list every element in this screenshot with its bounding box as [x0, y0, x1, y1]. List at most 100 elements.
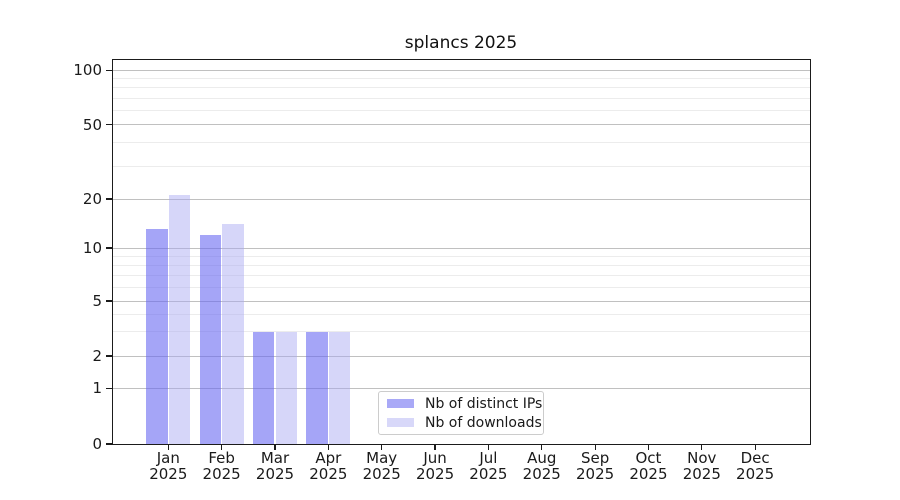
- x-tick-month: Apr: [315, 449, 342, 467]
- gridline-minor: [113, 286, 810, 288]
- bar-distinct-ips-jan: [146, 229, 168, 444]
- x-tick-month: May: [366, 449, 398, 467]
- x-tick: [594, 445, 596, 450]
- legend-swatch-distinct-ips-icon: [387, 399, 414, 408]
- bar-downloads-mar: [275, 331, 297, 444]
- x-tick: [221, 445, 223, 450]
- gridline-major: [113, 355, 810, 357]
- y-tick: [106, 198, 112, 200]
- x-tick-label-nov: Nov 2025: [674, 450, 730, 482]
- x-tick-month: Oct: [635, 449, 662, 467]
- y-tick-label-5: 5: [92, 291, 102, 310]
- gridline-major: [113, 124, 810, 126]
- bar-distinct-ips-apr: [306, 331, 328, 444]
- x-tick-year: 2025: [202, 465, 241, 483]
- x-tick: [274, 445, 276, 450]
- chart-title: splancs 2025: [404, 33, 518, 53]
- x-tick-month: Dec: [740, 449, 770, 467]
- y-tick: [106, 443, 112, 445]
- y-tick: [106, 69, 112, 71]
- x-tick: [541, 445, 543, 450]
- x-tick-label-feb: Feb 2025: [194, 450, 250, 482]
- gridline-minor: [113, 313, 810, 315]
- x-tick-year: 2025: [682, 465, 721, 483]
- gridline-major: [113, 300, 810, 302]
- bar-distinct-ips-feb: [199, 235, 222, 444]
- x-tick-label-jul: Jul 2025: [460, 450, 516, 482]
- y-tick-label-1: 1: [92, 379, 102, 398]
- legend-item: Nb of downloads: [379, 413, 543, 432]
- gridline-minor: [113, 274, 810, 276]
- x-tick: [327, 445, 329, 450]
- x-tick-year: 2025: [629, 465, 668, 483]
- y-tick: [106, 247, 112, 249]
- gridline-minor: [113, 87, 810, 89]
- gridline-minor: [113, 109, 810, 111]
- x-tick: [754, 445, 756, 450]
- bar-distinct-ips-mar: [253, 331, 275, 444]
- x-tick-month: Jun: [423, 449, 447, 467]
- gridline-major: [113, 247, 810, 249]
- y-tick: [106, 387, 112, 389]
- x-tick: [487, 445, 489, 450]
- x-tick-year: 2025: [309, 465, 348, 483]
- x-tick: [167, 445, 169, 450]
- x-tick-month: Jan: [156, 449, 180, 467]
- legend-label-distinct-ips: Nb of distinct IPs: [425, 395, 543, 412]
- gridline-major: [113, 387, 810, 389]
- legend-label-downloads: Nb of downloads: [425, 414, 542, 431]
- y-tick-label-2: 2: [92, 346, 102, 365]
- x-tick-year: 2025: [576, 465, 615, 483]
- x-tick-year: 2025: [149, 465, 188, 483]
- plot-area: [112, 59, 811, 445]
- x-tick-label-aug: Aug 2025: [514, 450, 570, 482]
- x-tick-month: Feb: [208, 449, 235, 467]
- x-tick: [381, 445, 383, 450]
- x-tick-month: Sep: [580, 449, 610, 467]
- legend-item: Nb of distinct IPs: [379, 394, 543, 413]
- x-tick-month: Mar: [260, 449, 290, 467]
- x-tick: [647, 445, 650, 450]
- x-tick-month: Nov: [687, 449, 717, 467]
- x-tick: [434, 445, 436, 450]
- y-tick-label-20: 20: [82, 190, 102, 208]
- x-tick-label-jun: Jun 2025: [407, 450, 463, 482]
- y-tick: [106, 300, 112, 302]
- x-tick: [701, 445, 703, 450]
- bar-downloads-jan: [168, 195, 191, 444]
- x-tick-label-may: May 2025: [354, 450, 410, 482]
- y-tick-label-0: 0: [92, 435, 102, 453]
- x-tick-month: Aug: [527, 449, 557, 467]
- gridline-minor: [113, 142, 810, 144]
- x-tick-year: 2025: [469, 465, 508, 483]
- x-tick-label-dec: Dec 2025: [727, 450, 783, 482]
- x-tick-label-sep: Sep 2025: [567, 450, 623, 482]
- y-tick-label-50: 50: [82, 115, 102, 134]
- y-tick: [106, 124, 112, 126]
- y-tick-label-10: 10: [82, 239, 102, 257]
- x-tick-month: Jul: [479, 449, 498, 467]
- bar-downloads-apr: [328, 331, 351, 444]
- gridline-major: [113, 198, 810, 200]
- x-tick-year: 2025: [362, 465, 401, 483]
- gridline-minor: [113, 255, 810, 257]
- gridline-minor: [113, 331, 810, 333]
- legend-swatch-downloads-icon: [387, 418, 414, 427]
- gridline-minor: [113, 78, 810, 80]
- gridline-minor: [113, 97, 810, 99]
- x-tick-label-jan: Jan 2025: [140, 450, 196, 482]
- gridline-minor: [113, 165, 810, 167]
- x-tick-year: 2025: [736, 465, 775, 483]
- gridline-major: [113, 69, 810, 71]
- x-tick-label-oct: Oct 2025: [620, 450, 676, 482]
- y-tick: [106, 355, 112, 357]
- x-tick-year: 2025: [415, 465, 455, 483]
- x-tick-year: 2025: [522, 465, 561, 483]
- gridline-minor: [113, 264, 810, 266]
- legend: Nb of distinct IPs Nb of downloads: [378, 391, 544, 435]
- bar-downloads-feb: [222, 224, 244, 444]
- x-tick-year: 2025: [255, 465, 295, 483]
- y-tick-label-100: 100: [73, 61, 102, 80]
- x-tick-label-apr: Apr 2025: [300, 450, 356, 482]
